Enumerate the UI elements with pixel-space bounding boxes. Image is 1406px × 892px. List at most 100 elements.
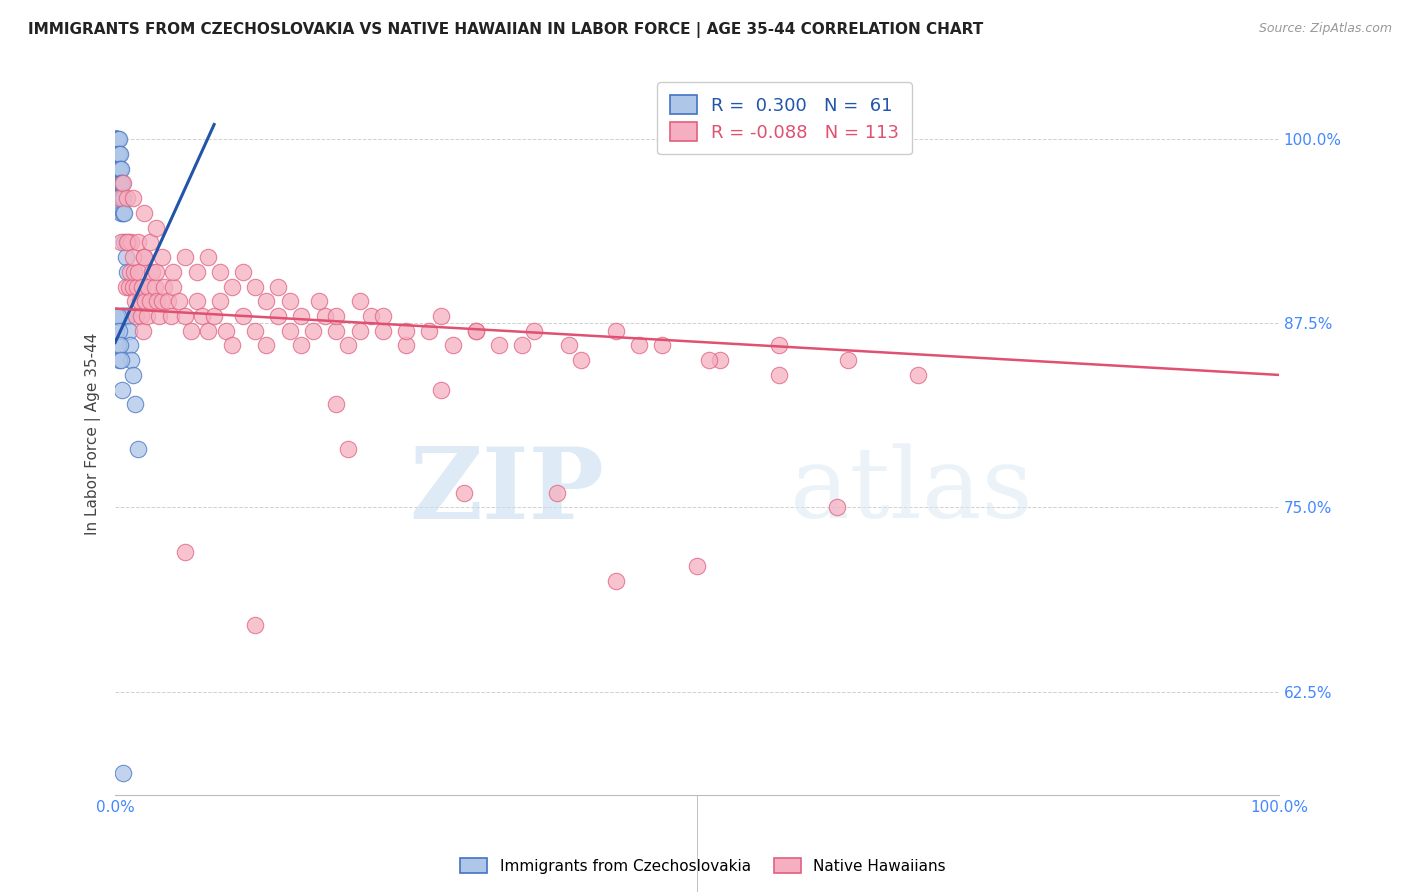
Point	[825, 500, 848, 515]
Point	[308, 294, 330, 309]
Point	[221, 279, 243, 293]
Point	[117, 309, 139, 323]
Text: Source: ZipAtlas.com: Source: ZipAtlas.com	[1258, 22, 1392, 36]
Point	[153, 279, 176, 293]
Point	[104, 309, 127, 323]
Point	[108, 191, 131, 205]
Text: ZIP: ZIP	[409, 443, 605, 540]
Point	[121, 353, 143, 368]
Point	[186, 294, 208, 309]
Point	[107, 132, 129, 146]
Point	[605, 324, 627, 338]
Point	[134, 206, 156, 220]
Point	[150, 294, 173, 309]
Point	[107, 353, 129, 368]
Point	[430, 383, 453, 397]
Point	[115, 309, 138, 323]
Point	[221, 338, 243, 352]
Point	[107, 147, 129, 161]
Point	[108, 338, 131, 352]
Point	[302, 324, 325, 338]
Point	[121, 235, 143, 250]
Point	[121, 250, 143, 264]
Point	[290, 309, 312, 323]
Point	[127, 235, 149, 250]
Point	[256, 294, 278, 309]
Point	[395, 338, 418, 352]
Point	[118, 279, 141, 293]
Point	[114, 309, 136, 323]
Point	[110, 353, 132, 368]
Point	[111, 383, 134, 397]
Point	[697, 353, 720, 368]
Point	[107, 177, 129, 191]
Point	[110, 191, 132, 205]
Point	[115, 191, 138, 205]
Point	[105, 147, 128, 161]
Point	[627, 338, 650, 352]
Point	[349, 324, 371, 338]
Point	[107, 191, 129, 205]
Point	[107, 161, 129, 176]
Point	[108, 161, 131, 176]
Point	[197, 250, 219, 264]
Point	[243, 324, 266, 338]
Point	[105, 324, 128, 338]
Point	[325, 324, 347, 338]
Point	[107, 132, 129, 146]
Point	[120, 338, 142, 352]
Point	[453, 485, 475, 500]
Point	[160, 309, 183, 323]
Point	[488, 338, 510, 352]
Point	[371, 309, 394, 323]
Point	[110, 177, 132, 191]
Point	[512, 338, 534, 352]
Point	[129, 309, 152, 323]
Point	[907, 368, 929, 382]
Point	[139, 294, 162, 309]
Point	[128, 294, 150, 309]
Point	[107, 147, 129, 161]
Point	[110, 161, 132, 176]
Point	[124, 397, 146, 411]
Point	[156, 294, 179, 309]
Point	[290, 338, 312, 352]
Point	[131, 279, 153, 293]
Point	[278, 324, 301, 338]
Point	[191, 309, 214, 323]
Point	[121, 368, 143, 382]
Point	[569, 353, 592, 368]
Point	[111, 191, 134, 205]
Text: atlas: atlas	[790, 443, 1033, 540]
Point	[104, 147, 127, 161]
Point	[174, 309, 197, 323]
Point	[135, 309, 157, 323]
Legend: R =  0.300   N =  61, R = -0.088   N = 113: R = 0.300 N = 61, R = -0.088 N = 113	[657, 82, 911, 154]
Point	[418, 324, 440, 338]
Point	[112, 309, 135, 323]
Point	[118, 324, 141, 338]
Point	[115, 235, 138, 250]
Point	[465, 324, 488, 338]
Point	[107, 338, 129, 352]
Point	[145, 220, 167, 235]
Point	[139, 235, 162, 250]
Point	[143, 279, 166, 293]
Point	[107, 309, 129, 323]
Point	[465, 324, 488, 338]
Text: IMMIGRANTS FROM CZECHOSLOVAKIA VS NATIVE HAWAIIAN IN LABOR FORCE | AGE 35-44 COR: IMMIGRANTS FROM CZECHOSLOVAKIA VS NATIVE…	[28, 22, 983, 38]
Point	[232, 265, 254, 279]
Point	[267, 309, 290, 323]
Point	[134, 250, 156, 264]
Point	[651, 338, 673, 352]
Point	[107, 191, 129, 205]
Point	[110, 235, 132, 250]
Point	[124, 294, 146, 309]
Point	[114, 206, 136, 220]
Point	[104, 132, 127, 146]
Legend: Immigrants from Czechoslovakia, Native Hawaiians: Immigrants from Czechoslovakia, Native H…	[454, 852, 952, 880]
Point	[112, 177, 135, 191]
Point	[114, 250, 136, 264]
Point	[134, 250, 156, 264]
Point	[174, 250, 197, 264]
